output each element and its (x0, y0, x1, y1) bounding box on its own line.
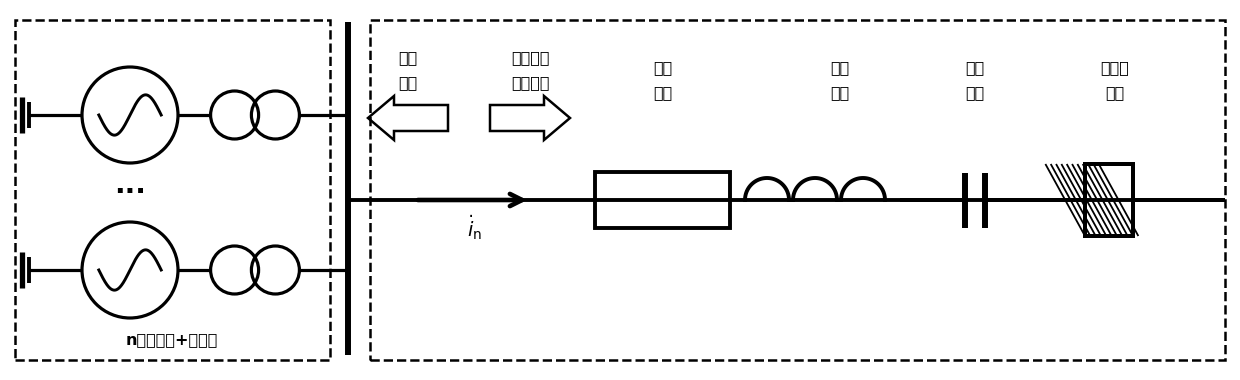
Text: 等效: 等效 (966, 60, 985, 76)
Bar (15, 20, 330, 360)
Bar (1085, 164, 1133, 236)
Text: 电容: 电容 (966, 86, 985, 100)
Text: 等效: 等效 (653, 60, 672, 76)
Text: 模型: 模型 (398, 76, 418, 90)
Bar (1085, 164, 1133, 236)
Text: n台发电机+变压器: n台发电机+变压器 (125, 332, 218, 347)
Text: 等效: 等效 (831, 60, 849, 76)
Text: 电厂: 电厂 (398, 51, 418, 65)
Bar (370, 20, 1225, 360)
Text: 电阻: 电阻 (653, 86, 672, 100)
Text: ···: ··· (114, 178, 146, 206)
Text: 串补输电: 串补输电 (511, 51, 549, 65)
Text: 电感: 电感 (831, 86, 849, 100)
Text: 无穷大: 无穷大 (1101, 60, 1130, 76)
Text: $\dot{i}_{\rm n}$: $\dot{i}_{\rm n}$ (467, 214, 482, 242)
Text: 系统模型: 系统模型 (511, 76, 549, 90)
Bar (595, 172, 730, 228)
Text: 母线: 母线 (1105, 86, 1125, 100)
